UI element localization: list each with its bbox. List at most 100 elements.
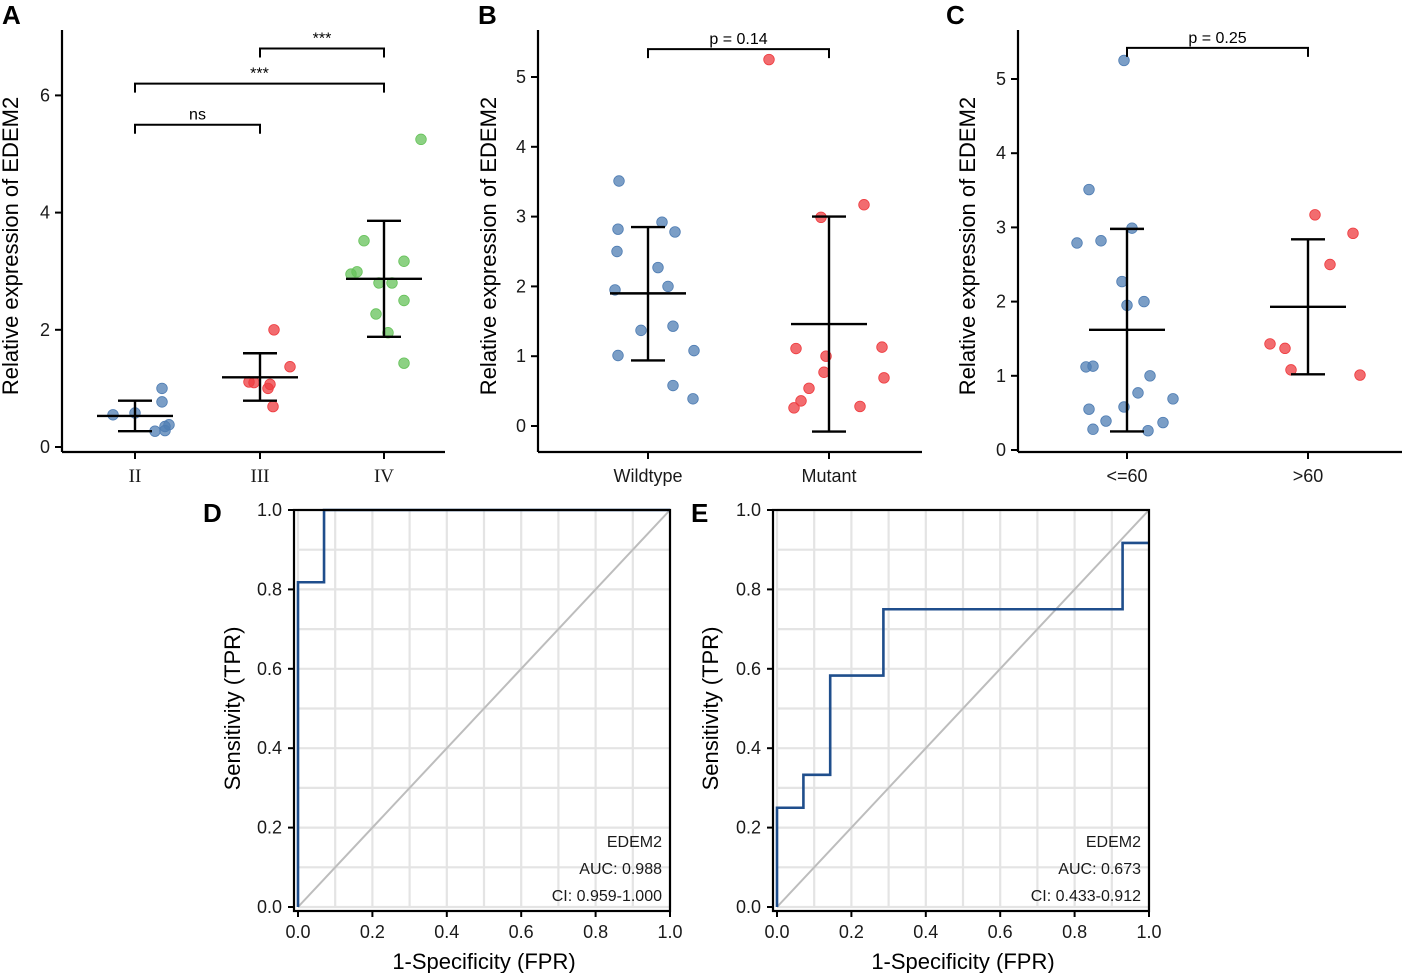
x-tick-label: 0.0 (764, 922, 789, 942)
data-point (763, 53, 775, 66)
data-point (1138, 295, 1150, 308)
data-point (268, 324, 280, 336)
data-point (635, 324, 647, 337)
y-tick-label: 1 (996, 366, 1006, 386)
data-point (358, 235, 370, 247)
significance-label: *** (313, 31, 332, 48)
y-tick-label: 1.0 (736, 500, 761, 520)
y-tick-label: 0.8 (257, 579, 282, 599)
data-point (1309, 209, 1321, 221)
y-tick-label: 0.8 (736, 579, 761, 599)
data-point (156, 382, 168, 395)
plot-frame (771, 508, 1151, 913)
data-point (1118, 54, 1130, 67)
data-point (1132, 387, 1144, 399)
y-axis-title: Relative expression of EDEM2 (955, 97, 980, 395)
y-tick-label: 5 (996, 69, 1006, 89)
panel-b: B 0 1 2 3 4 5 Wildtype Mutant Relative expression… (476, 0, 922, 486)
data-point (1083, 183, 1095, 196)
y-tick-label: 6 (40, 85, 50, 105)
y-tick-label: 0 (996, 440, 1006, 460)
y-tick-label: 4 (516, 137, 526, 157)
data-point (1347, 227, 1359, 240)
data-point (1100, 415, 1112, 427)
data-point (1324, 258, 1336, 271)
significance-bracket (259, 47, 385, 58)
significance-bracket (647, 48, 830, 59)
data-point (858, 199, 870, 211)
data-point (415, 133, 427, 146)
x-tick-label: 1.0 (1136, 922, 1161, 942)
significance-label: ns (189, 107, 206, 124)
data-point (612, 349, 624, 362)
x-tick-label: 0.2 (839, 922, 864, 942)
roc-curve (775, 541, 1149, 907)
data-point (1144, 370, 1156, 382)
x-axis-title: 1-Specificity (FPR) (871, 949, 1054, 973)
data-point (667, 379, 679, 392)
data-point (1354, 369, 1366, 381)
data-point (612, 223, 624, 235)
y-tick-label: 3 (516, 207, 526, 227)
y-tick-label: 0.4 (257, 738, 282, 758)
y-tick-label: 1.0 (257, 500, 282, 520)
data-point (667, 320, 679, 332)
data-point (284, 361, 296, 373)
significance-label: p = 0.14 (709, 31, 767, 48)
significance-bracket (134, 123, 261, 134)
y-tick-label: 2 (996, 292, 1006, 312)
data-point (652, 261, 664, 274)
y-tick-label: 4 (40, 203, 50, 223)
plot-frame (292, 508, 672, 913)
panel-letter-d: D (203, 498, 222, 528)
data-point (1167, 393, 1179, 405)
data-point (159, 424, 171, 437)
x-tick-label: 0.2 (360, 922, 385, 942)
chance-diagonal (297, 509, 671, 908)
data-point (1116, 275, 1128, 288)
panel-c: C 0 1 2 3 4 5 <=60 >60 Relative expression of EDE… (946, 0, 1402, 486)
x-tick-label: IV (374, 466, 394, 487)
y-tick-label: 1 (516, 346, 526, 366)
significance-label: *** (250, 66, 269, 83)
x-tick-label: Mutant (801, 466, 856, 486)
legend-line: CI: 0.959-1.000 (552, 888, 662, 905)
data-point (398, 294, 410, 307)
panel-d: D 0.00.0 0.2 0.2 0.4 0.4 0.6 0.6 0.8 0.8 1.0 1.0 1-S… (203, 498, 683, 973)
y-axis-title: Relative expression of EDEM2 (0, 97, 23, 395)
data-point (248, 376, 260, 389)
data-point (795, 395, 807, 407)
x-tick-label: II (129, 466, 142, 487)
chance-diagonal (776, 509, 1150, 908)
legend-line: AUC: 0.988 (579, 861, 662, 878)
data-point (1095, 235, 1107, 247)
y-tick-label: 0.0 (257, 897, 282, 917)
data-point (613, 175, 625, 187)
data-point (687, 393, 699, 405)
y-tick-label: 0.2 (736, 818, 761, 838)
data-point (788, 402, 800, 414)
x-tick-label: <=60 (1106, 466, 1147, 486)
data-point (1080, 361, 1092, 373)
x-tick-label: 0.0 (285, 922, 310, 942)
x-tick-label: 0.6 (509, 922, 534, 942)
panel-letter-c: C (946, 0, 965, 30)
y-tick-label: 2 (40, 320, 50, 340)
y-tick-label: 0 (516, 416, 526, 436)
y-tick-label: 4 (996, 143, 1006, 163)
data-point (688, 344, 700, 357)
data-point (854, 400, 866, 413)
data-point (156, 396, 168, 408)
y-tick-label: 3 (996, 217, 1006, 237)
data-point (1279, 342, 1291, 355)
y-tick-label: 0.6 (736, 659, 761, 679)
data-point (1264, 338, 1276, 350)
data-point (262, 382, 274, 395)
x-tick-label: >60 (1293, 466, 1324, 486)
x-tick-label: Wildtype (613, 466, 682, 486)
x-tick-label: III (251, 466, 270, 487)
significance-label: p = 0.25 (1188, 30, 1246, 47)
x-tick-label: 0.4 (434, 922, 459, 942)
panel-letter-e: E (691, 498, 708, 528)
legend-line: AUC: 0.673 (1058, 861, 1141, 878)
